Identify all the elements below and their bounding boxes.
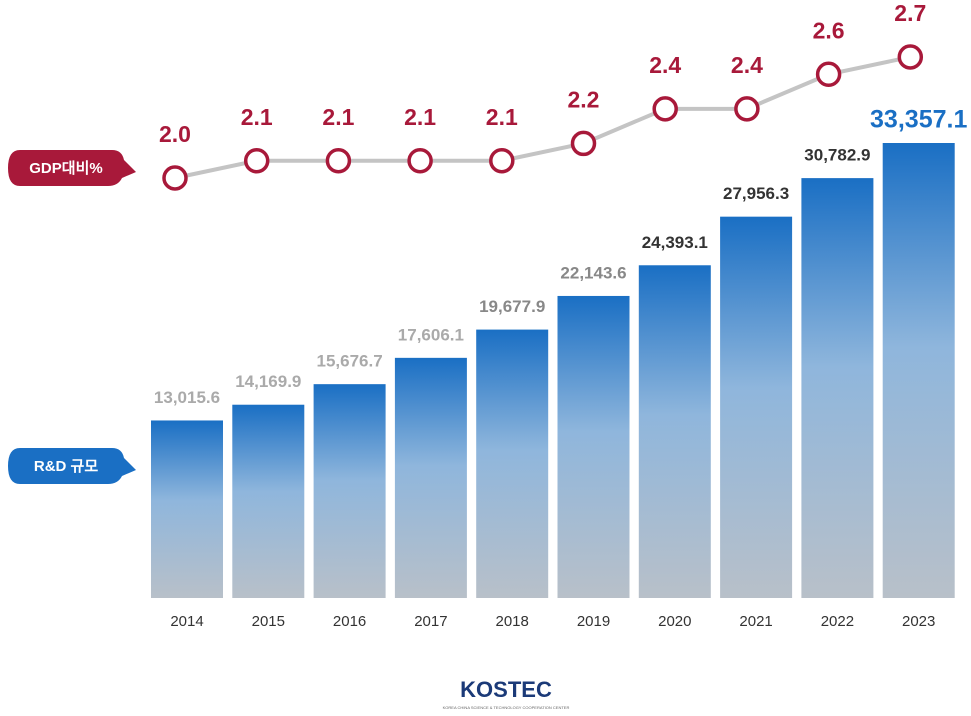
value-label: 14,169.9 [235,372,301,391]
line-marker [897,44,924,70]
x-tick-label: 2018 [496,613,529,630]
x-tick-label: 2016 [333,613,366,630]
logo-subtitle: KOREA CHINA SCIENCE & TECHNOLOGY COOPERA… [443,705,570,710]
bar [394,357,467,598]
bar [557,295,630,598]
x-tick-label: 2023 [902,613,935,630]
line-marker [570,130,597,157]
x-tick-label: 2015 [252,613,285,630]
line-marker [734,96,760,122]
bar [313,384,386,598]
value-label: 2.6 [813,17,845,43]
value-label: 2.1 [486,104,518,130]
line-marker [407,147,433,174]
x-tick-label: 2019 [577,613,610,630]
value-label: 13,015.6 [154,388,220,407]
legend-pill [8,448,136,484]
x-tick-label: 2017 [414,613,447,630]
value-label: 22,143.6 [560,263,626,282]
value-label: 2.1 [241,104,273,130]
value-label: 19,677.9 [479,297,545,316]
line-marker [162,165,188,191]
line-marker [489,147,515,174]
value-label: 15,676.7 [317,352,383,371]
value-label: 2.7 [894,0,926,26]
bar [151,420,223,598]
legend-pill [8,150,136,186]
line-marker [325,147,352,174]
x-tick-label: 2020 [658,613,691,630]
bar [720,216,793,598]
bar [882,143,955,598]
value-label: 17,606.1 [398,325,464,344]
value-label: 24,393.1 [642,233,708,252]
value-label: 30,782.9 [804,146,870,165]
bar [232,404,305,598]
value-label: 2.1 [322,104,354,130]
value-label: 33,357.1 [870,106,967,134]
line-marker [243,147,270,174]
value-label: 27,956.3 [723,184,789,203]
value-label: 2.4 [649,52,681,78]
x-tick-label: 2022 [821,613,854,630]
x-tick-label: 2014 [170,613,203,630]
line-marker [652,96,678,122]
bar [638,265,711,598]
line-marker [815,61,842,88]
logo: KOSTEC [460,677,552,702]
legend-label: R&D 규모 [34,458,98,475]
value-label: 2.1 [404,104,436,130]
line [174,55,911,180]
bar [801,178,874,598]
legend-label: GDP대비% [29,160,102,177]
value-label: 2.2 [568,87,600,113]
legend: GDP대비% R&D 규모 [8,150,136,484]
x-tick-label: 2021 [739,613,772,630]
value-label: 2.4 [731,52,763,78]
value-label: 2.0 [159,121,191,147]
bar [476,329,549,598]
